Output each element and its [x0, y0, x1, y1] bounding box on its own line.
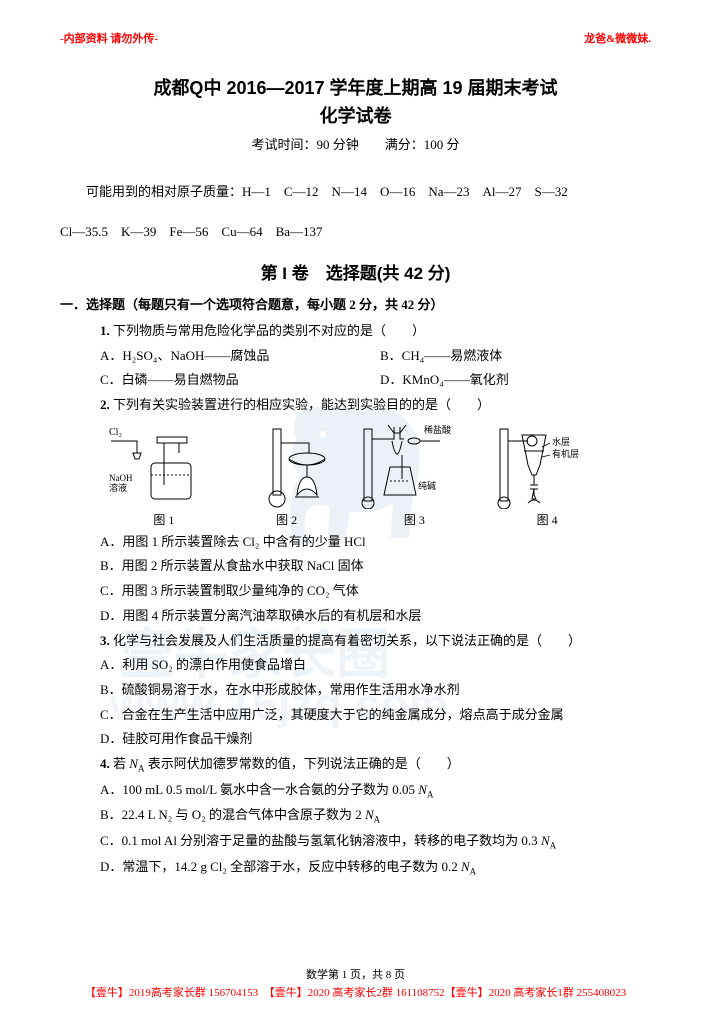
figure-2: 图 2: [237, 423, 337, 528]
q3-stem: 3. 化学与社会发展及人们生活质量的提高有着密切关系，以下说法正确的是（ ）: [60, 629, 651, 654]
section-title: 第 I 卷 选择题(共 42 分): [60, 259, 651, 284]
q1-opt-c: C．白磷——易自燃物品: [100, 368, 380, 393]
fig4-caption: 图 4: [537, 511, 558, 528]
fig1-caption: 图 1: [153, 511, 174, 528]
atomic-mass-1: 可能用到的相对原子质量：H—1 C—12 N—14 O—16 Na—23 Al—…: [60, 179, 651, 205]
svg-text:NaOH: NaOH: [109, 473, 133, 483]
q4-stem: 4. 若 NA 表示阿伏加德罗常数的值，下列说法正确的是（ ）: [60, 752, 651, 778]
subtitle: 化学试卷: [60, 102, 651, 128]
fig1-lbl-cl2: Cl₂: [109, 427, 122, 438]
fig2-caption: 图 2: [276, 511, 297, 528]
q2-opt-c: C．用图 3 所示装置制取少量纯净的 CO₂ 气体: [60, 579, 651, 604]
q1-opt-d: D．KMnO₄——氧化剂: [380, 368, 509, 393]
footer-page: 数学第 1 页，共 8 页: [0, 966, 711, 982]
fig3-lbl-soda: 纯碱: [418, 480, 436, 491]
q1-opt-a: A．H₂SO₄、NaOH——腐蚀品: [100, 344, 380, 369]
atomic-mass-2: Cl—35.5 K—39 Fe—56 Cu—64 Ba—137: [60, 219, 651, 245]
q1-opt-b: B．CH₄——易燃液体: [380, 344, 502, 369]
q4-opt-d: D．常温下，14.2 g Cl₂ 全部溶于水，反应中转移的电子数为 0.2 NA: [60, 855, 651, 881]
q4-opt-a: A．100 mL 0.5 mol/L 氨水中含一水合氨的分子数为 0.05 NA: [60, 778, 651, 804]
header-left: -内部资料 请勿外传-: [60, 30, 158, 46]
choice-head: 一．选择题（每题只有一个选项符合题意，每小题 2 分，共 42 分）: [60, 294, 651, 313]
figure-3: 稀盐酸 纯碱 图 3: [354, 423, 474, 528]
q2-figures: Cl₂ NaOH 溶液 图 1 图 2: [60, 418, 651, 530]
footer-groups: 【壹牛】2019高考家长群 156704153 【壹牛】2020 高考家长2群 …: [0, 984, 711, 1000]
header-right: 龙爸&微微妹.: [584, 30, 651, 46]
top-header: -内部资料 请勿外传- 龙爸&微微妹.: [60, 30, 651, 46]
page-container: -内部资料 请勿外传- 龙爸&微微妹. 成都Q中 2016—2017 学年度上期…: [0, 0, 711, 1014]
figure-4: 水层 有机层 图 4: [492, 423, 602, 528]
fig3-lbl-acid: 稀盐酸: [424, 424, 451, 435]
q3-opt-d: D．硅胶可用作食品干燥剂: [60, 727, 651, 752]
q3-opt-b: B．硫酸铜易溶于水，在水中形成胶体，常用作生活用水净水剂: [60, 678, 651, 703]
svg-text:溶液: 溶液: [109, 482, 127, 493]
q3-opt-a: A．利用 SO₂ 的漂白作用使食品增白: [60, 653, 651, 678]
q1-row-cd: C．白磷——易自燃物品 D．KMnO₄——氧化剂: [60, 368, 651, 393]
q4-opt-b: B．22.4 L N₂ 与 O₂ 的混合气体中含原子数为 2 NA: [60, 803, 651, 829]
figure-1: Cl₂ NaOH 溶液 图 1: [109, 423, 219, 528]
q4-opt-c: C．0.1 mol Al 分别溶于足量的盐酸与氢氧化钠溶液中，转移的电子数均为 …: [60, 829, 651, 855]
q2-opt-a: A．用图 1 所示装置除去 Cl₂ 中含有的少量 HCl: [60, 530, 651, 555]
q2-opt-d: D．用图 4 所示装置分离汽油萃取碘水后的有机层和水层: [60, 604, 651, 629]
fig4-lbl-water: 水层: [552, 436, 570, 447]
q1-row-ab: A．H₂SO₄、NaOH——腐蚀品 B．CH₄——易燃液体: [60, 344, 651, 369]
fig3-caption: 图 3: [404, 511, 425, 528]
title: 成都Q中 2016—2017 学年度上期高 19 届期末考试: [60, 74, 651, 100]
q1-stem: 1. 下列物质与常用危险化学品的类别不对应的是（ ）: [60, 319, 651, 344]
q3-opt-c: C．合金在生产生活中应用广泛，其硬度大于它的纯金属成分，熔点高于成分金属: [60, 703, 651, 728]
exam-info: 考试时间：90 分钟 满分：100 分: [60, 134, 651, 153]
q2-stem: 2. 下列有关实验装置进行的相应实验，能达到实验目的的是（ ）: [60, 393, 651, 418]
fig4-lbl-org: 有机层: [552, 448, 579, 459]
q2-opt-b: B．用图 2 所示装置从食盐水中获取 NaCl 固体: [60, 554, 651, 579]
